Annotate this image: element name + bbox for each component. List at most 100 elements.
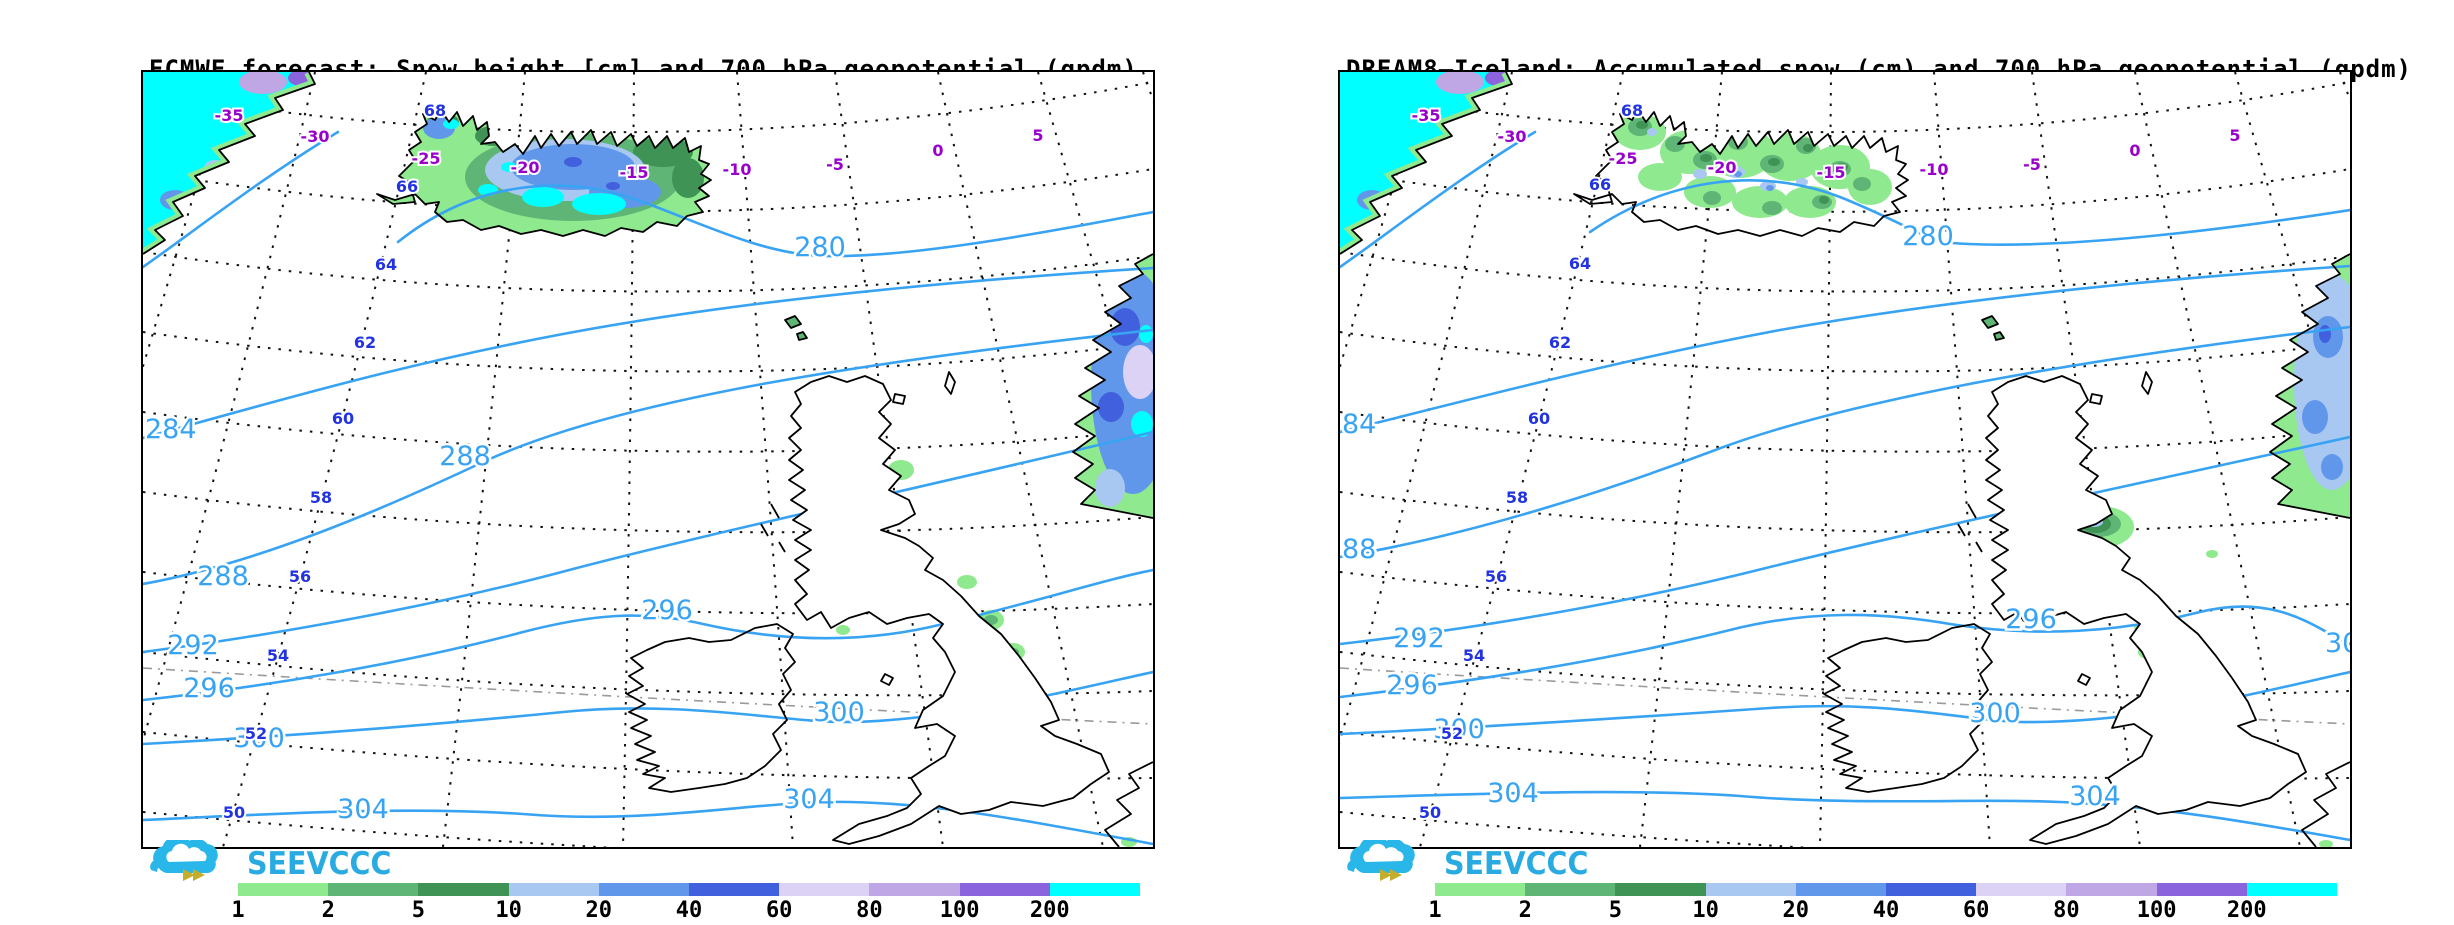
legend-segment	[1615, 883, 1706, 896]
map-frame: 280 284 288 288 292 296 296 300 300 304 304 68 66 64 6…	[141, 70, 1155, 849]
map-frame: 280 84 88 292 296 296 300 300 304 304 30 68 66 64 62 60…	[1338, 70, 2352, 849]
map-labels: 280 84 88 292 296 296 300 300 304 304 30 68 66 64 62 60…	[1340, 99, 2350, 824]
legend-segment	[2156, 883, 2247, 896]
lat-label: 60	[332, 409, 354, 428]
coastlines	[143, 72, 1153, 847]
lon-label: -35	[1412, 106, 1441, 125]
lat-label: 54	[267, 646, 289, 665]
lat-label: 62	[1549, 333, 1571, 352]
weather-map-ecmwf: 280 284 288 288 292 296 296 300 300 304 304 68 66 64 6…	[143, 72, 1153, 847]
contour-label: 300	[1433, 714, 1485, 745]
contour-label: 280	[1902, 221, 1954, 252]
legend-tick-label: 10	[1692, 898, 1719, 923]
legend-tick-label: 40	[1872, 898, 1900, 923]
snow-legend: 1 2 5 10 20 40 60 80 100 200	[1428, 883, 2338, 924]
legend-tick-label: 1	[231, 898, 245, 923]
legend-tick-label: 1	[1428, 898, 1442, 923]
legend-segment	[598, 883, 690, 896]
legend-segment	[1435, 883, 1526, 896]
lat-label: 56	[289, 567, 311, 586]
cloud-icon	[1347, 840, 1415, 881]
lon-label: -5	[826, 155, 844, 174]
contour-label: 304	[337, 794, 389, 825]
contour-label: 300	[813, 697, 865, 728]
lon-label: -25	[1609, 149, 1638, 168]
lon-label: 0	[932, 141, 943, 160]
lon-label: -5	[2023, 155, 2041, 174]
contour-label: 288	[197, 561, 249, 592]
lat-label: 56	[1485, 567, 1507, 586]
lon-label: -20	[511, 158, 540, 177]
legend-colorbar	[1435, 883, 2338, 896]
lon-label: -25	[412, 149, 441, 168]
lon-label: -35	[215, 106, 244, 125]
contour-label: 304	[783, 784, 835, 815]
map-labels: 280 284 288 288 292 296 296 300 300 304 304 68 66 64 6…	[143, 99, 1046, 828]
legend-segment	[1049, 883, 1141, 896]
legend-segment	[1525, 883, 1616, 896]
graticule	[1340, 72, 2350, 847]
contour-label: 296	[1386, 670, 1438, 701]
legend-colorbar	[238, 883, 1141, 896]
contour-label: 288	[439, 441, 491, 472]
lon-label: -10	[1920, 160, 1949, 179]
snow-legend: 1 2 5 10 20 40 60 80 100 200	[231, 883, 1141, 924]
legend-segment	[779, 883, 870, 896]
legend-tick-label: 2	[321, 898, 335, 923]
legend-segment	[869, 883, 960, 896]
contour-label: 300	[233, 723, 285, 754]
contour-label: 296	[641, 595, 693, 626]
contour-label: 292	[167, 630, 219, 661]
legend-tick-label: 100	[939, 898, 980, 923]
lat-label: 50	[1419, 803, 1441, 822]
lat-label: 60	[1528, 409, 1550, 428]
forecast-panel-dream8: DREAM8—Iceland: Accumulated snow (cm) an…	[1197, 0, 2424, 925]
lat-label: 64	[1569, 254, 1591, 273]
contour-label: 84	[1342, 409, 1376, 440]
contour-label: 280	[794, 232, 846, 263]
lat-label: 68	[424, 101, 446, 120]
lat-label: 58	[1506, 488, 1528, 507]
legend-segment	[1795, 883, 1887, 896]
lat-label: 62	[354, 333, 376, 352]
legend-segment	[1976, 883, 2067, 896]
legend-segment	[238, 883, 329, 896]
legend-tick-label: 200	[1029, 898, 1070, 923]
lat-label: 52	[1441, 724, 1463, 743]
contour-label: 304	[1487, 778, 1539, 809]
lat-label: 64	[375, 255, 397, 274]
weather-map-dream8: 280 84 88 292 296 296 300 300 304 304 30 68 66 64 62 60…	[1340, 72, 2350, 847]
cloud-icon	[150, 840, 218, 881]
legend-segment	[959, 883, 1050, 896]
legend-tick-label: 200	[2226, 898, 2267, 923]
legend-tick-label: 40	[675, 898, 703, 923]
legend-segment	[2246, 883, 2338, 896]
legend-segment	[328, 883, 419, 896]
legend-tick-label: 5	[411, 898, 426, 923]
lon-label: -30	[301, 127, 330, 146]
lat-label: 50	[223, 803, 245, 822]
legend-segment	[508, 883, 599, 896]
coastlines	[1340, 72, 2350, 847]
logo-text: SEEVCCC	[247, 846, 392, 882]
forecast-panel-ecmwf: ECMWF forecast: Snow height [cm] and 700…	[141, 57, 1155, 924]
lon-label: 5	[2229, 126, 2240, 145]
legend-tick-label: 80	[856, 898, 883, 923]
contour-label: 292	[1393, 623, 1445, 654]
lon-label: 0	[2129, 141, 2140, 160]
legend-tick-label: 20	[585, 898, 613, 923]
contour-label: 296	[183, 673, 235, 704]
legend-segment	[689, 883, 780, 896]
contour-label: 284	[145, 414, 197, 445]
legend-tick-label: 60	[1962, 898, 1990, 923]
lon-label: -20	[1708, 158, 1737, 177]
lon-label: 5	[1032, 126, 1043, 145]
logo-text: SEEVCCC	[1444, 846, 1589, 882]
contour-label: 304	[2069, 781, 2121, 812]
legend-segment	[2066, 883, 2157, 896]
legend-tick-label: 100	[2136, 898, 2177, 923]
legend-segment	[1886, 883, 1977, 896]
lat-label: 66	[396, 177, 418, 196]
lon-label: -10	[723, 160, 752, 179]
